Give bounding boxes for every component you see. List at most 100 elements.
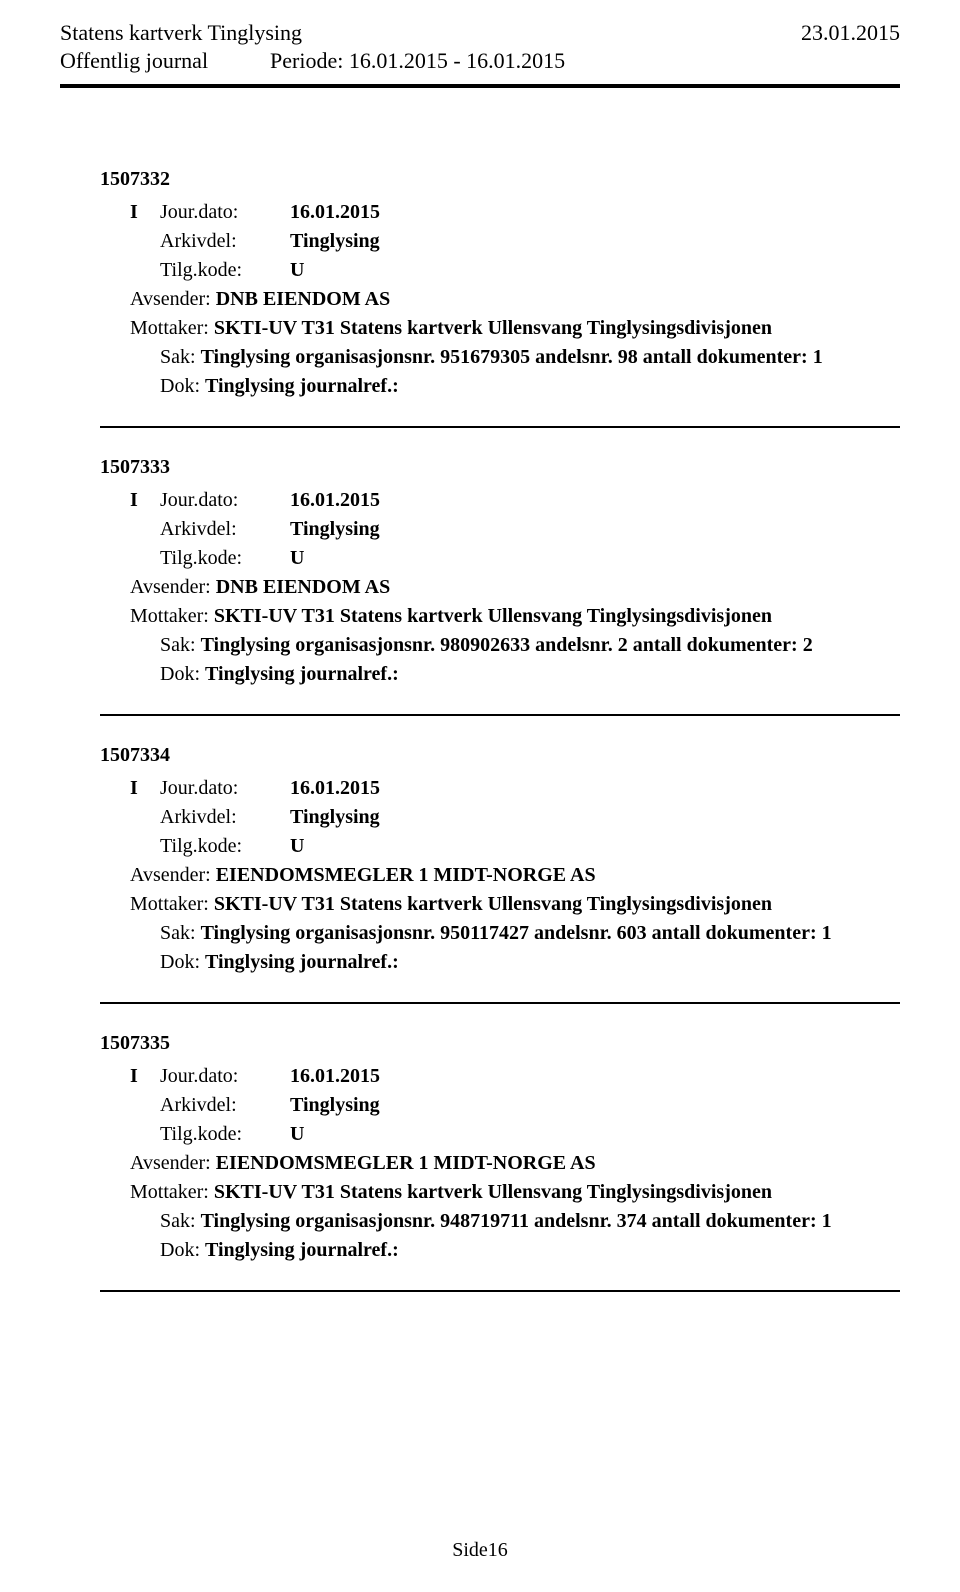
dok-value: Tinglysing journalref.:: [205, 663, 399, 686]
entry-row-dok: Dok: Tinglysing journalref.:: [100, 1239, 900, 1262]
entry-row-arkivdel: Arkivdel: Tinglysing: [100, 1094, 900, 1117]
avsender-label: Avsender:: [130, 864, 216, 887]
header-period-label: Periode:: [270, 48, 343, 73]
header-row-1: Statens kartverk Tinglysing 23.01.2015: [60, 20, 900, 46]
mottaker-label: Mottaker:: [130, 317, 214, 340]
mottaker-label: Mottaker:: [130, 605, 214, 628]
tilgkode-label: Tilg.kode:: [160, 259, 290, 282]
entry-row-sak: Sak: Tinglysing organisasjonsnr. 9487197…: [100, 1210, 900, 1233]
avsender-label: Avsender:: [130, 576, 216, 599]
entry-row-sak: Sak: Tinglysing organisasjonsnr. 9501174…: [100, 922, 900, 945]
entry-row-arkivdel: Arkivdel: Tinglysing: [100, 806, 900, 829]
jourdato-label: Jour.dato:: [160, 1065, 290, 1088]
entry-row-sak: Sak: Tinglysing organisasjonsnr. 9516793…: [100, 346, 900, 369]
tilgkode-label: Tilg.kode:: [160, 547, 290, 570]
sak-value: Tinglysing organisasjonsnr. 950117427 an…: [201, 922, 832, 945]
entry-separator: [100, 714, 900, 716]
jourdato-label: Jour.dato:: [160, 201, 290, 224]
entry-id: 1507335: [100, 1032, 900, 1055]
page-footer: Side16: [0, 1539, 960, 1562]
jourdato-value: 16.01.2015: [290, 201, 380, 224]
entry-row-jourdato: I Jour.dato: 16.01.2015: [100, 1065, 900, 1088]
entry-separator: [100, 426, 900, 428]
jourdato-value: 16.01.2015: [290, 777, 380, 800]
entry-id: 1507333: [100, 456, 900, 479]
mottaker-label: Mottaker:: [130, 893, 214, 916]
dok-value: Tinglysing journalref.:: [205, 375, 399, 398]
entry-row-jourdato: I Jour.dato: 16.01.2015: [100, 777, 900, 800]
entry-letter: I: [100, 201, 160, 224]
entry-row-tilgkode: Tilg.kode: U: [100, 835, 900, 858]
tilgkode-value: U: [290, 1123, 304, 1146]
entry-row-jourdato: I Jour.dato: 16.01.2015: [100, 489, 900, 512]
sak-value: Tinglysing organisasjonsnr. 948719711 an…: [201, 1210, 832, 1233]
tilgkode-value: U: [290, 835, 304, 858]
avsender-value: DNB EIENDOM AS: [216, 288, 390, 311]
entry-row-arkivdel: Arkivdel: Tinglysing: [100, 230, 900, 253]
entry-id: 1507332: [100, 168, 900, 191]
journal-entry: 1507333 I Jour.dato: 16.01.2015 Arkivdel…: [100, 456, 900, 686]
entry-row-mottaker: Mottaker: SKTI-UV T31 Statens kartverk U…: [100, 1181, 900, 1204]
avsender-value: DNB EIENDOM AS: [216, 576, 390, 599]
avsender-label: Avsender:: [130, 288, 216, 311]
dok-label: Dok:: [160, 375, 205, 398]
entry-row-avsender: Avsender: DNB EIENDOM AS: [100, 288, 900, 311]
entry-row-avsender: Avsender: EIENDOMSMEGLER 1 MIDT-NORGE AS: [100, 864, 900, 887]
sak-value: Tinglysing organisasjonsnr. 980902633 an…: [201, 634, 813, 657]
jourdato-value: 16.01.2015: [290, 1065, 380, 1088]
header-date: 23.01.2015: [801, 20, 900, 46]
entry-id: 1507334: [100, 744, 900, 767]
sak-value: Tinglysing organisasjonsnr. 951679305 an…: [201, 346, 823, 369]
sak-label: Sak:: [160, 634, 201, 657]
dok-value: Tinglysing journalref.:: [205, 1239, 399, 1262]
jourdato-value: 16.01.2015: [290, 489, 380, 512]
sak-label: Sak:: [160, 1210, 201, 1233]
mottaker-value: SKTI-UV T31 Statens kartverk Ullensvang …: [214, 317, 772, 340]
entry-row-dok: Dok: Tinglysing journalref.:: [100, 663, 900, 686]
entry-row-arkivdel: Arkivdel: Tinglysing: [100, 518, 900, 541]
arkivdel-label: Arkivdel:: [160, 1094, 290, 1117]
entry-row-tilgkode: Tilg.kode: U: [100, 1123, 900, 1146]
header-org: Statens kartverk Tinglysing: [60, 20, 302, 46]
dok-label: Dok:: [160, 951, 205, 974]
entry-row-avsender: Avsender: EIENDOMSMEGLER 1 MIDT-NORGE AS: [100, 1152, 900, 1175]
mottaker-value: SKTI-UV T31 Statens kartverk Ullensvang …: [214, 1181, 772, 1204]
mottaker-label: Mottaker:: [130, 1181, 214, 1204]
avsender-label: Avsender:: [130, 1152, 216, 1175]
entry-row-tilgkode: Tilg.kode: U: [100, 259, 900, 282]
avsender-value: EIENDOMSMEGLER 1 MIDT-NORGE AS: [216, 864, 596, 887]
dok-label: Dok:: [160, 663, 205, 686]
tilgkode-label: Tilg.kode:: [160, 1123, 290, 1146]
entries-container: 1507332 I Jour.dato: 16.01.2015 Arkivdel…: [60, 168, 900, 1292]
entry-row-mottaker: Mottaker: SKTI-UV T31 Statens kartverk U…: [100, 605, 900, 628]
entry-letter: I: [100, 1065, 160, 1088]
arkivdel-label: Arkivdel:: [160, 518, 290, 541]
mottaker-value: SKTI-UV T31 Statens kartverk Ullensvang …: [214, 605, 772, 628]
jourdato-label: Jour.dato:: [160, 489, 290, 512]
tilgkode-value: U: [290, 259, 304, 282]
jourdato-label: Jour.dato:: [160, 777, 290, 800]
entry-row-dok: Dok: Tinglysing journalref.:: [100, 375, 900, 398]
sak-label: Sak:: [160, 922, 201, 945]
arkivdel-value: Tinglysing: [290, 1094, 380, 1117]
journal-entry: 1507334 I Jour.dato: 16.01.2015 Arkivdel…: [100, 744, 900, 974]
journal-entry: 1507335 I Jour.dato: 16.01.2015 Arkivdel…: [100, 1032, 900, 1262]
header-period-value: 16.01.2015 - 16.01.2015: [349, 48, 565, 73]
entry-row-tilgkode: Tilg.kode: U: [100, 547, 900, 570]
entry-row-jourdato: I Jour.dato: 16.01.2015: [100, 201, 900, 224]
entry-row-dok: Dok: Tinglysing journalref.:: [100, 951, 900, 974]
dok-value: Tinglysing journalref.:: [205, 951, 399, 974]
arkivdel-label: Arkivdel:: [160, 230, 290, 253]
tilgkode-value: U: [290, 547, 304, 570]
journal-entry: 1507332 I Jour.dato: 16.01.2015 Arkivdel…: [100, 168, 900, 398]
avsender-value: EIENDOMSMEGLER 1 MIDT-NORGE AS: [216, 1152, 596, 1175]
entry-letter: I: [100, 489, 160, 512]
arkivdel-value: Tinglysing: [290, 230, 380, 253]
dok-label: Dok:: [160, 1239, 205, 1262]
entry-separator: [100, 1290, 900, 1292]
arkivdel-value: Tinglysing: [290, 806, 380, 829]
entry-row-avsender: Avsender: DNB EIENDOM AS: [100, 576, 900, 599]
arkivdel-value: Tinglysing: [290, 518, 380, 541]
entry-separator: [100, 1002, 900, 1004]
entry-row-mottaker: Mottaker: SKTI-UV T31 Statens kartverk U…: [100, 317, 900, 340]
